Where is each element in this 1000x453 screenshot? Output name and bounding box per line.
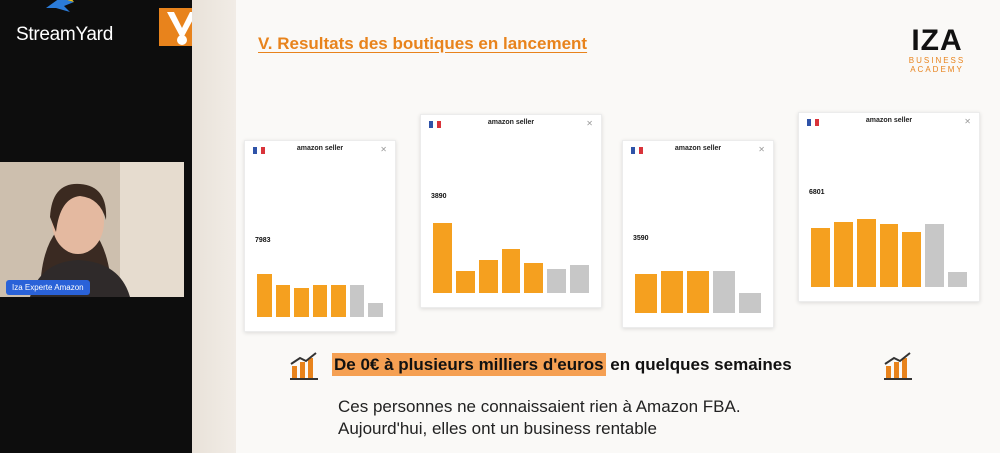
presenter-name-badge: Iza Experte Amazon <box>6 280 90 295</box>
sales-bar <box>856 218 876 287</box>
sales-bar <box>524 263 544 293</box>
france-flag-icon <box>807 119 819 126</box>
growth-chart-icon <box>290 352 318 380</box>
subtitle-line-1: Ces personnes ne connaissaient rien à Am… <box>338 397 741 416</box>
sales-bar <box>331 285 346 317</box>
sales-bar <box>501 248 521 293</box>
presenter-video <box>0 162 184 297</box>
sales-stat: 6801 <box>809 189 825 196</box>
sales-bar <box>257 273 272 317</box>
sales-bar <box>275 285 291 317</box>
sales-bar <box>349 285 365 317</box>
amazon-seller-logo: amazon seller <box>674 145 722 152</box>
sales-bar <box>368 302 383 317</box>
iza-logo-sub1: BUSINESS <box>908 56 966 65</box>
sales-bar <box>902 231 922 287</box>
sales-bar <box>879 224 899 287</box>
sales-bar <box>455 270 475 293</box>
sales-stat: 3590 <box>633 235 649 242</box>
subtitle: Ces personnes ne connaissaient rien à Am… <box>338 396 741 440</box>
amazon-seller-logo: amazon seller <box>865 117 913 124</box>
close-icon: ✕ <box>758 145 765 154</box>
sales-bar <box>948 272 967 287</box>
slide-title: V. Resultats des boutiques en lancement <box>258 34 588 53</box>
sales-bar <box>925 224 945 287</box>
presenter-silhouette <box>0 162 184 297</box>
streamyard-logo: StreamYard <box>8 0 128 50</box>
sales-bar <box>811 227 830 287</box>
seller-screenshot-3: amazon seller ✕ 3590 <box>622 140 774 328</box>
iza-logo-main: IZA <box>911 24 963 57</box>
slide-side-decor <box>192 0 236 453</box>
seller-screenshot-2: amazon seller ✕ 3890 <box>420 114 602 308</box>
subtitle-line-2: Aujourd'hui, elles ont un business renta… <box>338 419 657 438</box>
sales-bar <box>294 288 309 317</box>
headline-rest: en quelques semaines <box>605 355 792 374</box>
sales-stat: 3890 <box>431 193 447 200</box>
growth-chart-icon <box>884 352 912 380</box>
sales-bar <box>739 293 761 313</box>
sales-bars <box>635 257 761 313</box>
sales-bar <box>312 285 328 317</box>
sales-bar <box>833 221 853 287</box>
sales-bar <box>433 222 452 293</box>
amazon-seller-logo: amazon seller <box>296 145 344 152</box>
france-flag-icon <box>631 147 643 154</box>
close-icon: ✕ <box>964 117 971 126</box>
sales-bar <box>570 264 589 293</box>
iza-logo: IZA BUSINESS ACADEMY <box>892 24 982 75</box>
close-icon: ✕ <box>586 119 593 128</box>
sales-bar <box>713 271 735 313</box>
seller-screenshot-4: amazon seller ✕ 6801 <box>798 112 980 302</box>
sales-bar <box>635 273 657 313</box>
sales-bars <box>257 259 383 317</box>
headline-highlight: De 0€ à plusieurs milliers d'euros <box>332 353 606 376</box>
sales-bar <box>661 271 683 313</box>
sales-bar <box>478 259 498 293</box>
sales-bars <box>811 213 967 287</box>
sales-bars <box>433 219 589 293</box>
sales-stat: 7983 <box>255 237 271 244</box>
iza-logo-sub2: ACADEMY <box>910 65 964 74</box>
sales-bar <box>547 269 567 293</box>
stream-panel: StreamYard Iza Experte Amazon <box>0 0 205 453</box>
presentation-slide: V. Resultats des boutiques en lancement … <box>192 0 1000 453</box>
bird-icon <box>46 0 74 12</box>
streamyard-wordmark: StreamYard <box>16 24 113 45</box>
seller-screenshot-1: amazon seller ✕ 7983 <box>244 140 396 332</box>
close-icon: ✕ <box>380 145 387 154</box>
sales-bar <box>687 271 709 313</box>
amazon-seller-logo: amazon seller <box>487 119 535 126</box>
france-flag-icon <box>253 147 265 154</box>
france-flag-icon <box>429 121 441 128</box>
headline: De 0€ à plusieurs milliers d'euros en qu… <box>332 353 792 376</box>
